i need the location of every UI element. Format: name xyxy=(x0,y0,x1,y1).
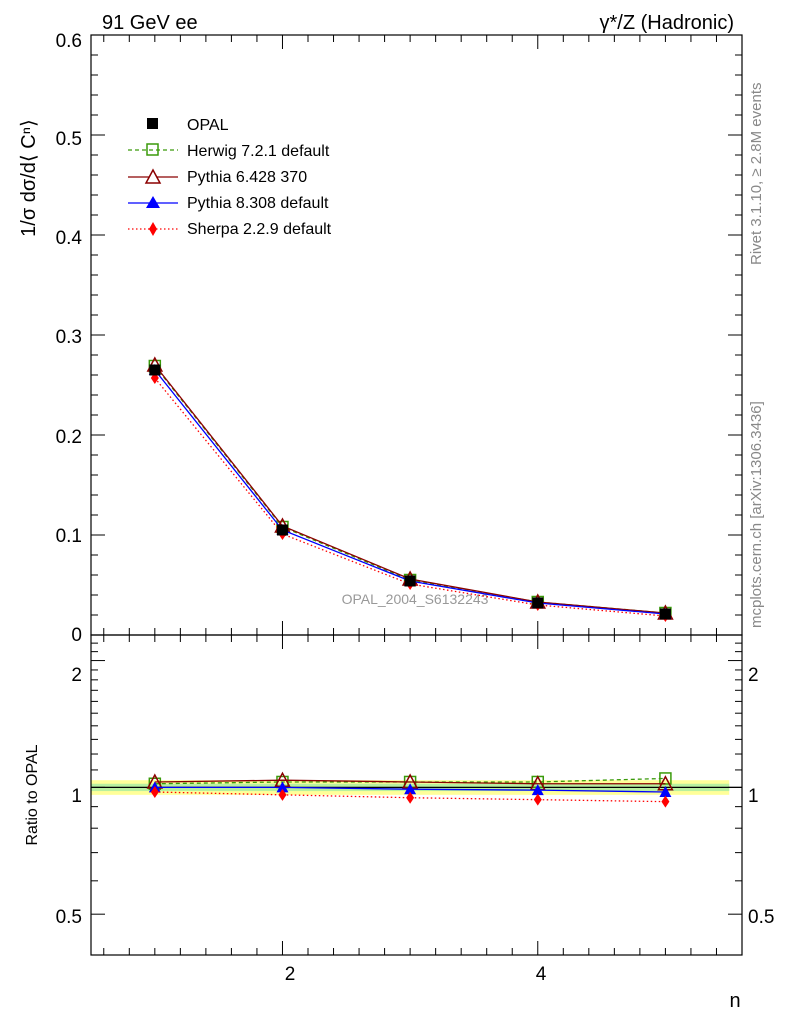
main-ytick-labels: 0 0.1 0.2 0.3 0.4 0.5 0.6 xyxy=(56,31,83,646)
data-point-marker xyxy=(406,791,415,804)
data-point-marker xyxy=(149,364,161,376)
legend-label: Sherpa 2.2.9 default xyxy=(187,221,332,238)
legend-entry-herwig: Herwig 7.2.1 default xyxy=(128,143,330,160)
data-point-marker xyxy=(404,575,416,587)
main-ytick-label: 0.4 xyxy=(56,228,83,249)
ratio-series-line xyxy=(154,791,666,803)
main-ytick-label: 0.1 xyxy=(56,526,82,547)
rivet-label: Rivet 3.1.10, ≥ 2.8M events xyxy=(748,83,765,266)
data-point-marker xyxy=(661,795,670,808)
legend-marker xyxy=(146,143,159,156)
data-point-marker xyxy=(531,784,544,796)
analysis-watermark: OPAL_2004_S6132243 xyxy=(342,591,489,607)
ratio-series-line xyxy=(154,779,666,785)
data-point-marker xyxy=(276,524,288,536)
ratio-series-layer xyxy=(146,771,674,808)
legend-marker xyxy=(146,196,160,208)
axis-ticks xyxy=(91,34,742,956)
data-point-marker xyxy=(533,793,542,806)
ratio-ytick-label-right: 1 xyxy=(748,786,759,807)
xtick-label: 2 xyxy=(285,964,296,985)
data-point-marker xyxy=(404,783,417,795)
legend-label: OPAL xyxy=(187,117,229,134)
xlabel: n xyxy=(729,990,740,1012)
ratio-ytick-label: 2 xyxy=(71,665,82,686)
chart-title-right: γ*/Z (Hadronic) xyxy=(600,12,734,34)
legend-entry-opal: OPAL xyxy=(147,117,229,134)
main-series-layer xyxy=(146,356,674,622)
ratio-ylabel: Ratio to OPAL xyxy=(24,744,41,845)
xtick-label: 4 xyxy=(536,964,547,985)
legend-entry-sherpa: Sherpa 2.2.9 default xyxy=(128,221,332,238)
main-ytick-label: 0.3 xyxy=(56,327,82,348)
legend-label: Pythia 6.428 370 xyxy=(187,169,307,186)
ratio-ytick-label-right: 2 xyxy=(748,665,759,686)
legend-label: Herwig 7.2.1 default xyxy=(187,143,330,160)
data-point-marker xyxy=(278,788,287,801)
ratio-ytick-labels: 0.5 1 2 0.5 1 2 xyxy=(56,665,775,928)
ratio-ytick-label-right: 0.5 xyxy=(748,907,774,928)
legend: OPAL Herwig 7.2.1 default Pythia 6.428 3… xyxy=(128,117,332,238)
ratio-plot-frame xyxy=(90,634,743,956)
data-point-marker xyxy=(150,786,159,799)
main-ytick-label: 0.2 xyxy=(56,427,82,448)
data-point-marker xyxy=(532,597,544,609)
chart-title-left: 91 GeV ee xyxy=(102,12,198,34)
xtick-labels: 2 4 xyxy=(285,964,547,985)
legend-label: Pythia 8.308 default xyxy=(187,195,329,212)
legend-marker xyxy=(144,168,162,184)
legend-marker xyxy=(149,222,157,236)
main-ytick-label: 0 xyxy=(71,625,82,646)
data-point-marker xyxy=(659,786,672,798)
data-point-marker xyxy=(276,781,289,793)
main-ytick-label: 0.5 xyxy=(56,129,82,150)
ratio-ytick-label: 1 xyxy=(71,786,82,807)
legend-entry-pythia8: Pythia 8.308 default xyxy=(128,195,329,212)
data-point-marker xyxy=(659,608,671,620)
main-ylabel: 1/σ dσ/d⟨ Cⁿ⟩ xyxy=(18,119,40,237)
main-ytick-label: 0.6 xyxy=(56,31,82,52)
ratio-ytick-label: 0.5 xyxy=(56,907,82,928)
legend-marker xyxy=(147,118,158,129)
legend-entry-pythia6: Pythia 6.428 370 xyxy=(128,168,307,186)
mcplots-label: mcplots.cern.ch [arXiv:1306.3436] xyxy=(748,401,765,628)
